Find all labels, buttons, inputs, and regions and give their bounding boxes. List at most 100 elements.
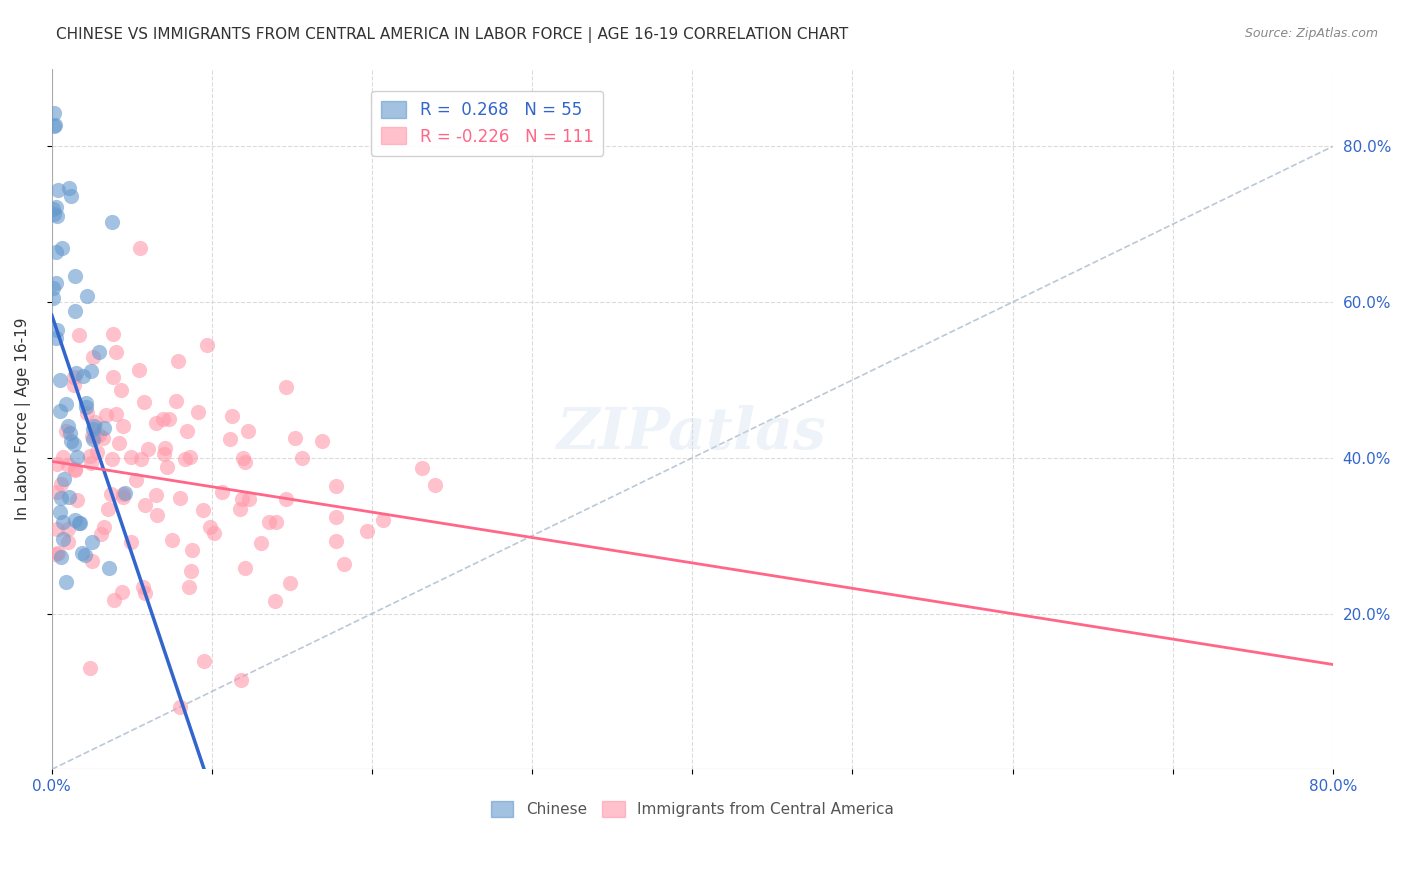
Point [46, 323, 69, 337]
Point [70, 546, 93, 560]
Point [63, 436, 86, 450]
Point [325, 510, 347, 524]
Point [423, 477, 446, 491]
Point [42, 202, 65, 216]
Point [42, 119, 65, 133]
Point [411, 461, 433, 475]
Point [174, 451, 197, 466]
Point [101, 327, 124, 342]
Point [52, 533, 75, 547]
Point [105, 345, 128, 359]
Point [134, 394, 156, 409]
Point [73, 549, 96, 563]
Point [67, 328, 90, 343]
Point [67, 516, 90, 530]
Point [79, 449, 101, 463]
Point [232, 450, 254, 465]
Point [101, 451, 124, 466]
Legend: Chinese, Immigrants from Central America: Chinese, Immigrants from Central America [482, 794, 901, 825]
Point [49, 476, 72, 491]
Point [58, 490, 80, 504]
Point [179, 580, 201, 594]
Point [180, 564, 202, 578]
Point [93, 421, 115, 435]
Point [264, 594, 287, 608]
Point [69, 516, 91, 530]
Point [63, 462, 86, 476]
Point [274, 491, 297, 506]
Point [165, 393, 187, 408]
Point [120, 450, 142, 465]
Point [80, 429, 103, 443]
Point [219, 433, 242, 447]
Point [125, 474, 148, 488]
Point [52, 515, 75, 529]
Point [62, 369, 84, 384]
Point [44, 105, 66, 120]
Point [136, 442, 159, 457]
Point [55, 397, 77, 411]
Point [231, 492, 253, 507]
Point [58, 426, 80, 441]
Point [82, 433, 104, 447]
Point [236, 425, 259, 439]
Point [65, 366, 87, 380]
Point [52, 450, 75, 464]
Point [66, 493, 89, 508]
Point [211, 485, 233, 500]
Point [129, 241, 152, 255]
Point [111, 487, 134, 501]
Point [193, 654, 215, 668]
Point [176, 425, 198, 439]
Point [105, 407, 128, 421]
Point [44, 244, 66, 259]
Point [160, 533, 183, 548]
Point [80, 554, 103, 568]
Text: ZIPatlas: ZIPatlas [557, 405, 827, 461]
Point [284, 431, 307, 445]
Point [233, 561, 256, 575]
Point [221, 409, 243, 423]
Point [45, 547, 67, 561]
Point [58, 419, 80, 434]
Point [202, 526, 225, 541]
Point [45, 457, 67, 471]
Point [108, 435, 131, 450]
Point [152, 411, 174, 425]
Y-axis label: In Labor Force | Age 16-19: In Labor Force | Age 16-19 [15, 318, 31, 520]
Point [180, 542, 202, 557]
Point [76, 406, 98, 420]
Point [100, 487, 122, 501]
Point [229, 673, 252, 687]
Point [98, 561, 121, 575]
Point [45, 200, 67, 214]
Point [55, 424, 77, 438]
Point [103, 593, 125, 607]
Point [51, 549, 73, 564]
Point [44, 118, 66, 132]
Point [63, 303, 86, 318]
Point [56, 458, 79, 472]
Point [66, 450, 89, 465]
Point [45, 522, 67, 536]
Point [101, 369, 124, 384]
Point [111, 585, 134, 599]
Point [45, 330, 67, 344]
Point [114, 485, 136, 500]
Point [91, 431, 114, 445]
Point [93, 520, 115, 534]
Point [51, 241, 73, 255]
Point [169, 700, 191, 714]
Point [82, 350, 104, 364]
Point [145, 416, 167, 430]
Point [49, 404, 72, 418]
Point [356, 524, 378, 538]
Point [55, 575, 77, 590]
Point [76, 288, 98, 302]
Point [46, 183, 69, 197]
Point [120, 534, 142, 549]
Point [325, 479, 347, 493]
Point [75, 401, 97, 415]
Point [49, 373, 72, 387]
Point [42, 207, 65, 221]
